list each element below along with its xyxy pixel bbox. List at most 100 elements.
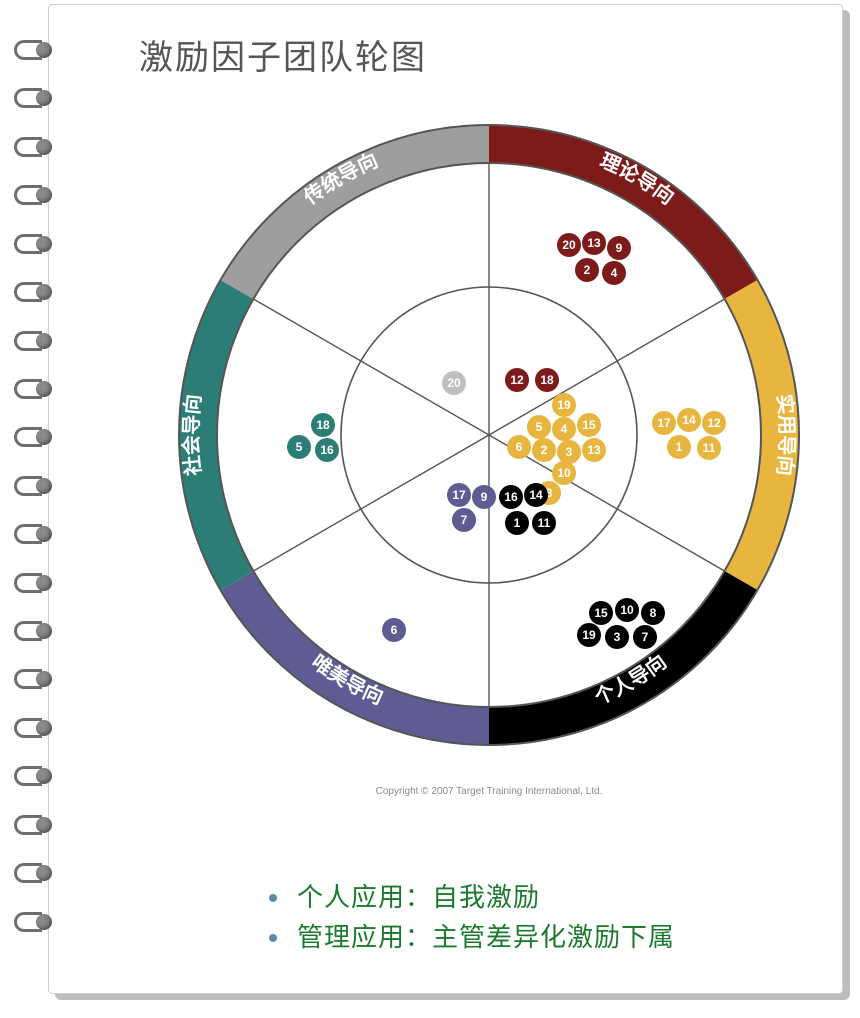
binder-ring [14,476,46,496]
svg-text:3: 3 [566,445,573,459]
binder-ring [14,815,46,835]
svg-text:9: 9 [616,241,623,255]
binder-ring [14,234,46,254]
svg-text:6: 6 [516,440,523,454]
page-card: 激励因子团队轮图 理论导向实用导向个人导向唯美导向社会导向传统导向2013924… [48,4,843,994]
svg-text:14: 14 [529,488,543,502]
binder-ring [14,88,46,108]
svg-text:2: 2 [541,443,548,457]
svg-text:16: 16 [504,490,518,504]
svg-text:11: 11 [703,441,716,455]
data-dot: 6 [507,435,531,459]
data-dot: 4 [552,417,576,441]
bullet-dot-icon [269,934,277,942]
binder-ring [14,718,46,738]
binder-rings [0,40,50,960]
svg-text:13: 13 [587,236,601,250]
svg-text:4: 4 [561,422,568,436]
data-dot: 12 [505,368,529,392]
segment-individual [489,571,757,745]
svg-text:4: 4 [611,266,618,280]
svg-text:18: 18 [540,373,554,387]
svg-text:12: 12 [510,373,524,387]
data-dot: 19 [577,623,601,647]
data-dot: 16 [499,485,523,509]
svg-text:12: 12 [707,416,721,430]
data-dot: 18 [535,368,559,392]
binder-ring [14,427,46,447]
svg-text:19: 19 [557,398,571,412]
data-dot: 1 [505,511,529,535]
data-dot: 3 [605,625,629,649]
svg-text:18: 18 [316,418,330,432]
svg-text:9: 9 [481,490,488,504]
data-dot: 6 [382,618,406,642]
data-dot: 3 [557,440,581,464]
svg-text:5: 5 [296,440,303,454]
svg-text:17: 17 [657,416,671,430]
bullet-dot-icon [269,894,277,902]
svg-text:15: 15 [582,418,596,432]
data-dot: 10 [615,598,639,622]
data-dot: 10 [552,461,576,485]
svg-text:1: 1 [514,516,521,530]
data-dot: 14 [677,408,701,432]
bullet-row: 管理应用：主管差异化激励下属 [269,917,675,957]
svg-text:16: 16 [320,443,334,457]
data-dot: 14 [524,483,548,507]
segment-traditional [221,125,489,299]
svg-text:1: 1 [676,440,683,454]
svg-text:3: 3 [614,630,621,644]
data-dot: 7 [452,508,476,532]
binder-ring [14,912,46,932]
bullet-text: 管理应用：主管差异化激励下属 [297,917,675,957]
data-dot: 4 [602,261,626,285]
data-dot: 20 [557,233,581,257]
copyright-text: Copyright © 2007 Target Training Interna… [376,786,603,797]
wheel-chart: 理论导向实用导向个人导向唯美导向社会导向传统导向2013924121820195… [169,115,809,795]
svg-text:10: 10 [557,466,571,480]
binder-ring [14,669,46,689]
svg-text:13: 13 [587,443,601,457]
svg-text:2: 2 [584,263,591,277]
page-title: 激励因子团队轮图 [139,30,427,79]
svg-text:7: 7 [642,630,649,644]
segment-aesthetic [221,571,489,745]
data-dot: 9 [607,236,631,260]
svg-text:14: 14 [682,413,696,427]
binder-ring [14,282,46,302]
data-dot: 11 [697,436,721,460]
svg-text:15: 15 [594,606,608,620]
data-dot: 17 [447,483,471,507]
svg-text:10: 10 [620,603,634,617]
binder-ring [14,524,46,544]
svg-text:17: 17 [452,488,466,502]
bullet-text: 个人应用：自我激励 [297,877,540,917]
data-dot: 1 [667,435,691,459]
binder-ring [14,331,46,351]
data-dot: 13 [582,438,606,462]
binder-ring [14,137,46,157]
data-dot: 18 [311,413,335,437]
data-dot: 11 [532,511,556,535]
svg-text:5: 5 [536,420,543,434]
spoke [253,299,489,435]
bullet-row: 个人应用：自我激励 [269,877,675,917]
svg-text:19: 19 [582,628,596,642]
binder-ring [14,573,46,593]
binder-ring [14,379,46,399]
data-dot: 15 [577,413,601,437]
svg-text:6: 6 [391,623,398,637]
data-dot: 2 [532,438,556,462]
data-dot: 20 [442,371,466,395]
svg-text:8: 8 [650,606,657,620]
data-dot: 9 [472,485,496,509]
binder-ring [14,185,46,205]
data-dot: 8 [641,601,665,625]
svg-text:11: 11 [538,516,551,530]
svg-text:7: 7 [461,513,468,527]
svg-text:20: 20 [447,376,461,390]
data-dot: 16 [315,438,339,462]
binder-ring [14,863,46,883]
binder-ring [14,40,46,60]
